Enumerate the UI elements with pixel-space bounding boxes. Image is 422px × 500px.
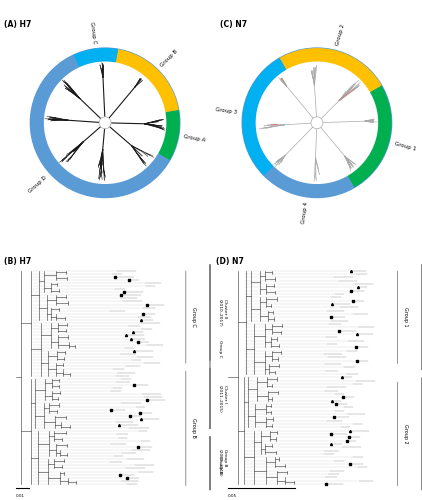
Circle shape: [30, 48, 180, 198]
Text: Group 2: Group 2: [335, 24, 346, 46]
Polygon shape: [116, 49, 179, 112]
Text: Group A: Group A: [184, 134, 206, 143]
Circle shape: [256, 62, 378, 184]
Text: Group C: Group C: [218, 336, 222, 357]
Polygon shape: [279, 48, 381, 92]
Polygon shape: [264, 166, 354, 198]
Text: (D) N7: (D) N7: [216, 257, 244, 266]
Polygon shape: [73, 48, 118, 68]
Text: 0.01: 0.01: [16, 494, 25, 498]
Text: Group 4: Group 4: [301, 202, 309, 224]
Text: (A) H7: (A) H7: [4, 20, 32, 29]
Text: Group 3: Group 3: [215, 107, 238, 115]
Circle shape: [99, 117, 111, 129]
Polygon shape: [348, 86, 392, 188]
Text: Group C: Group C: [89, 21, 97, 44]
Circle shape: [44, 62, 166, 184]
Text: Group D: Group D: [28, 175, 48, 194]
Text: Group C: Group C: [191, 308, 196, 327]
Text: Group 1: Group 1: [394, 141, 416, 152]
Polygon shape: [242, 58, 286, 176]
Circle shape: [242, 48, 392, 198]
Text: Group 2: Group 2: [403, 424, 408, 444]
Text: 0.05: 0.05: [228, 494, 237, 498]
Circle shape: [311, 117, 323, 129]
Text: Cluster II
(2010–2017): Cluster II (2010–2017): [218, 298, 227, 326]
Text: Group B: Group B: [160, 48, 179, 68]
Text: Group B: Group B: [191, 418, 196, 438]
Text: Group B: Group B: [218, 452, 222, 474]
Polygon shape: [30, 55, 170, 198]
Text: Group B
(2007–2010): Group B (2007–2010): [218, 450, 227, 477]
Text: Group 1: Group 1: [403, 308, 408, 327]
Text: Cluster I
(2011–2015): Cluster I (2011–2015): [218, 384, 227, 412]
Text: (C) N7: (C) N7: [220, 20, 247, 29]
Polygon shape: [158, 110, 180, 160]
Text: (B) H7: (B) H7: [4, 257, 32, 266]
